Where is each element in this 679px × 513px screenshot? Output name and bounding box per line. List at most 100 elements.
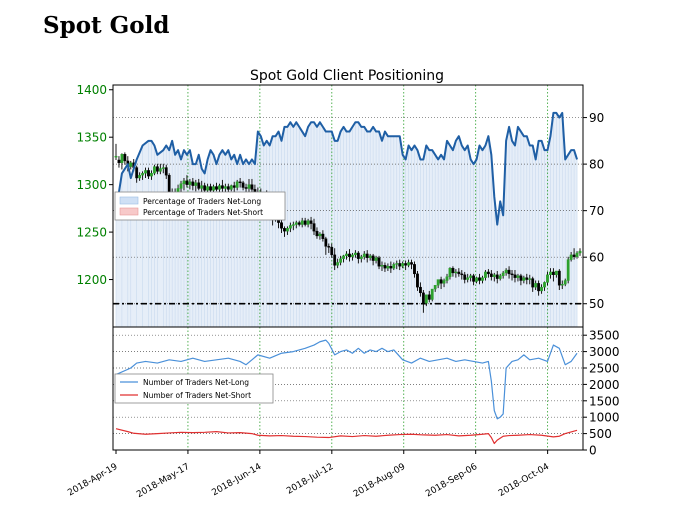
candle-body <box>123 154 127 162</box>
date-axis: 2018-Apr-19 2018-May-17 2018-Jun-14 2018-Ju… <box>66 450 551 500</box>
net-long-area <box>115 112 578 327</box>
candle-body <box>463 274 467 280</box>
candle-body <box>324 238 328 247</box>
legend-swatch-net-short <box>119 207 139 216</box>
count-tick-label: 3500 <box>589 329 620 343</box>
candle-body <box>433 285 437 290</box>
legend-label-net-long: Percentage of Traders Net-Long <box>143 197 261 206</box>
candle-body <box>522 277 526 281</box>
candle-body <box>164 167 168 176</box>
x-tick-label: 2018-Jul-12 <box>285 462 335 497</box>
candle-body <box>484 271 487 278</box>
candle-body <box>448 267 452 277</box>
candle-body <box>161 167 165 169</box>
candle-body <box>147 170 150 177</box>
candle-body <box>419 286 422 294</box>
top-legend: Percentage of Traders Net-Long Percentag… <box>114 191 286 221</box>
candle-body <box>528 278 532 280</box>
candle-body <box>327 246 331 248</box>
candle-body <box>513 274 517 278</box>
count-tick-label: 3000 <box>589 345 620 359</box>
candle-body <box>120 154 124 164</box>
candle-body <box>510 273 514 276</box>
count-tick-label: 1000 <box>589 411 620 425</box>
candle-body <box>575 252 579 257</box>
candle-body <box>309 220 313 224</box>
percent-tick-label: 90 <box>589 111 604 125</box>
x-tick-label: 2018-Aug-09 <box>352 462 408 500</box>
candle-body <box>244 187 248 189</box>
candle-body <box>519 275 523 281</box>
candle-body <box>466 277 470 280</box>
candle-body <box>280 222 283 229</box>
candle-body <box>312 223 316 232</box>
candle-body <box>153 166 156 174</box>
candle-body <box>427 294 431 300</box>
candle-body <box>300 220 304 225</box>
net-long-percent-line <box>115 111 578 226</box>
candle-body <box>238 181 242 184</box>
candle-body <box>250 184 254 190</box>
candle-body <box>413 264 416 275</box>
candle-body <box>206 186 210 191</box>
candle-body <box>345 253 348 257</box>
x-tick-label: 2018-Apr-19 <box>66 462 119 499</box>
candle-body <box>288 225 292 229</box>
x-tick-label: 2018-Oct-04 <box>497 462 551 499</box>
candle-body <box>377 257 381 267</box>
candle-body <box>481 277 484 281</box>
candle-body <box>472 275 476 282</box>
legend-label-traders-short: Number of Traders Net-Short <box>143 391 251 400</box>
candle-body <box>395 263 399 265</box>
candle-body <box>445 276 449 281</box>
candle-body <box>330 247 334 256</box>
candle-body <box>537 283 541 292</box>
candle-body <box>294 222 298 225</box>
net-long-percent-series <box>115 111 578 226</box>
candle-body <box>315 230 319 237</box>
percent-tick-label: 70 <box>589 204 604 218</box>
candle-body <box>209 186 212 191</box>
candle-body <box>392 264 396 269</box>
candle-body <box>336 262 340 266</box>
candle-body <box>158 168 162 172</box>
candle-body <box>223 186 227 189</box>
candle-body <box>144 170 147 174</box>
candle-body <box>342 255 345 259</box>
candle-body <box>374 257 378 261</box>
candle-body <box>185 180 189 185</box>
candle-body <box>167 174 171 195</box>
candle-body <box>404 263 408 266</box>
candle-body <box>389 266 393 269</box>
candle-body <box>478 277 481 281</box>
candle-body <box>283 228 286 232</box>
candle-body <box>232 185 236 188</box>
candle-body <box>191 181 195 186</box>
candle-body <box>235 181 239 188</box>
candle-body <box>129 162 133 167</box>
price-tick-label: 1200 <box>76 273 107 287</box>
candle-body <box>359 256 363 259</box>
percent-tick-label: 50 <box>589 297 604 311</box>
candle-body <box>306 220 310 225</box>
candle-body <box>138 174 142 179</box>
candle-body <box>150 173 153 177</box>
candle-body <box>348 253 351 257</box>
candle-body <box>566 259 570 281</box>
candle-body <box>362 253 366 257</box>
candle-body <box>504 269 508 274</box>
candle-body <box>351 254 354 257</box>
candle-body <box>498 275 502 279</box>
candle-body <box>401 263 405 267</box>
candle-body <box>489 273 493 277</box>
bottom-legend: Number of Traders Net-Long Number of Tra… <box>114 373 274 404</box>
traders-net-long-series <box>115 339 578 420</box>
candle-body <box>410 262 413 265</box>
candle-body <box>114 155 118 158</box>
x-tick-label: 2018-Jun-14 <box>210 462 263 499</box>
candle-body <box>416 273 419 288</box>
candle-body <box>218 185 221 190</box>
candle-body <box>321 233 325 239</box>
candle-body <box>200 185 204 189</box>
